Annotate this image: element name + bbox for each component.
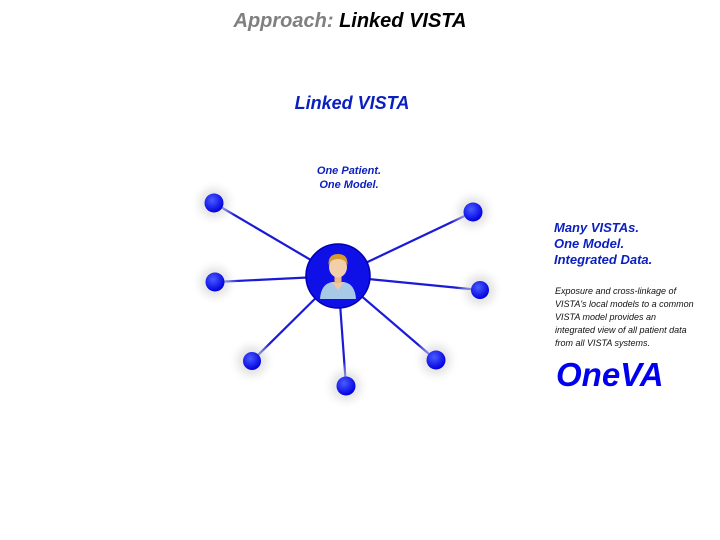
description-line5: from all VISTA systems. [555, 338, 651, 348]
vista-node-icon [449, 188, 497, 236]
vista-node-icon [190, 179, 238, 227]
right-heading-line1: Many VISTAs. [554, 220, 640, 235]
right-heading: Many VISTAs. One Model. Integrated Data. [554, 220, 714, 268]
vista-node-icon [456, 266, 504, 314]
description-line3: VISTA model provides an [555, 312, 657, 322]
description-line1: Exposure and cross-linkage of [555, 286, 677, 296]
vista-node-icon [191, 258, 239, 306]
patient-caption-line2: One Model. [319, 179, 379, 191]
description-line4: integrated view of all patient data [555, 325, 687, 335]
title-main: Linked VISTA [339, 10, 467, 32]
slide-title: Approach: Linked VISTA [0, 10, 700, 33]
diagram-subtitle: Linked VISTA [294, 93, 410, 113]
patient-avatar-icon [305, 243, 371, 309]
right-heading-line2: One Model. [554, 236, 625, 251]
right-heading-line3: Integrated Data. [554, 252, 653, 267]
patient-caption: One Patient. One Model. [294, 164, 404, 192]
oneva-brand: OneVA [556, 356, 664, 393]
vista-node-icon [322, 362, 370, 410]
description-line2: VISTA's local models to a common [555, 299, 694, 309]
description-text: Exposure and cross-linkage of VISTA's lo… [555, 285, 715, 350]
patient-caption-line1: One Patient. [316, 165, 382, 177]
title-prefix: Approach: [233, 10, 334, 32]
vista-node-icon [412, 336, 460, 384]
vista-node-icon [228, 337, 276, 385]
